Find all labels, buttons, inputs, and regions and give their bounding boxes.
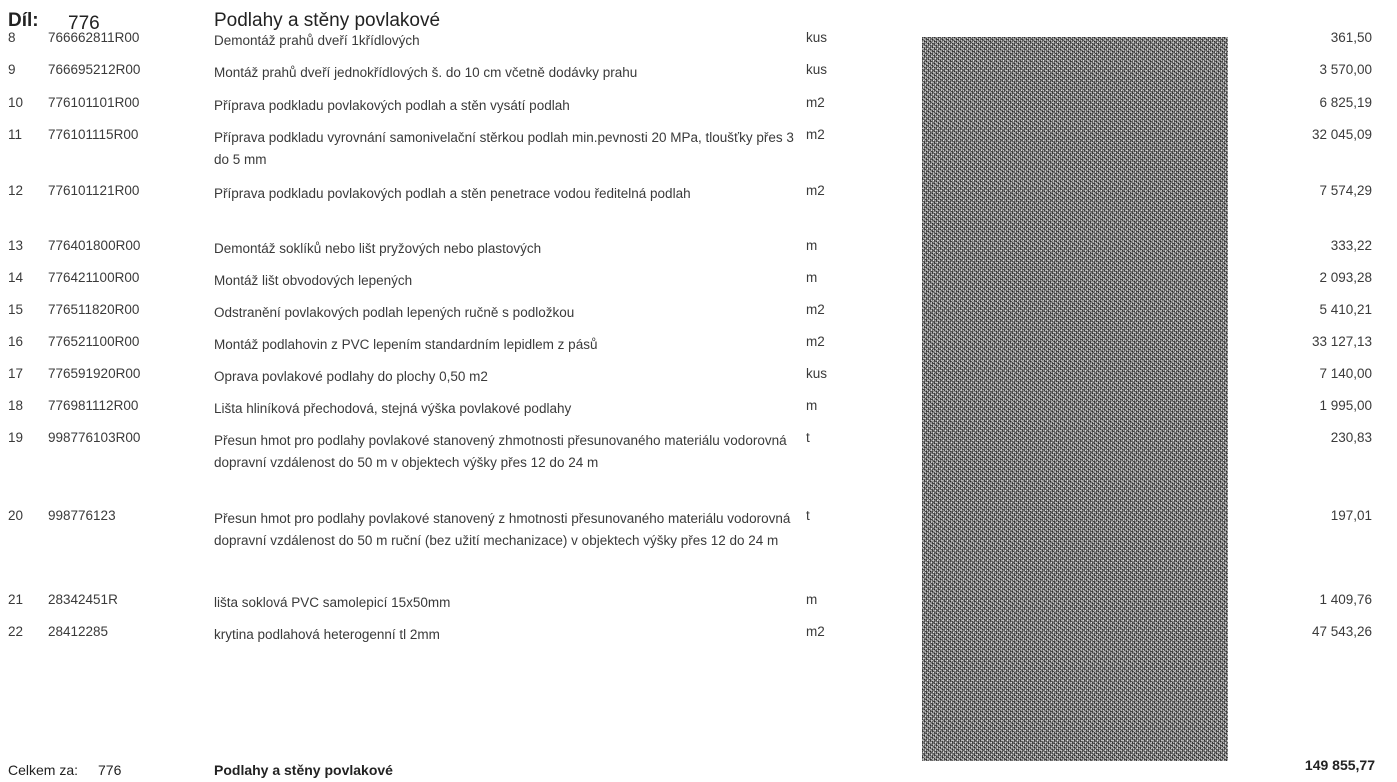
item-code: 776101101R00 xyxy=(48,95,140,110)
item-code: 28412285 xyxy=(48,624,109,639)
item-price: 230,83 xyxy=(1330,430,1372,445)
item-price: 1 995,00 xyxy=(1319,398,1372,413)
item-code: 766695212R00 xyxy=(48,62,141,77)
row-number: 18 xyxy=(8,398,24,413)
item-description: Lišta hliníková přechodová, stejná výška… xyxy=(214,401,572,416)
item-price: 361,50 xyxy=(1330,30,1372,45)
item-price: 7 574,29 xyxy=(1319,183,1372,198)
item-price: 32 045,09 xyxy=(1311,127,1372,142)
item-price: 33 127,13 xyxy=(1311,334,1372,349)
item-price: 1 409,76 xyxy=(1319,592,1372,607)
item-description: lišta soklová PVC samolepicí 15x50mm xyxy=(214,595,451,610)
item-price: 197,01 xyxy=(1330,508,1372,523)
item-code: 776511820R00 xyxy=(48,302,140,317)
item-code: 998776103R00 xyxy=(48,430,141,445)
item-price: 6 825,19 xyxy=(1319,95,1372,110)
item-unit: kus xyxy=(806,30,828,45)
item-description: Montáž lišt obvodových lepených xyxy=(214,273,413,288)
item-unit: kus xyxy=(806,366,828,381)
item-description: Příprava podkladu povlakových podlah a s… xyxy=(214,186,691,201)
item-code: 776421100R00 xyxy=(48,270,140,285)
row-number: 20 xyxy=(8,508,24,523)
item-description: Oprava povlakové podlahy do plochy 0,50 … xyxy=(214,369,488,384)
row-number: 21 xyxy=(8,592,24,607)
item-price: 3 570,00 xyxy=(1319,62,1372,77)
item-unit: kus xyxy=(806,62,828,77)
item-description: Přesun hmot pro podlahy povlakové stanov… xyxy=(214,511,791,548)
grand-total: 149 855,77 xyxy=(1304,757,1375,773)
total-section-code: 776 xyxy=(98,762,122,778)
item-description: Montáž prahů dveří jednokřídlových š. do… xyxy=(214,65,638,80)
item-unit: m2 xyxy=(806,95,825,110)
row-number: 10 xyxy=(8,95,24,110)
item-description: krytina podlahová heterogenní tl 2mm xyxy=(214,627,440,642)
row-number: 8 xyxy=(8,30,16,45)
total-label: Celkem za: xyxy=(8,762,79,778)
item-description: Příprava podkladu vyrovnání samonivelačn… xyxy=(214,130,794,167)
item-code: 776101115R00 xyxy=(48,127,139,142)
item-code: 776591920R00 xyxy=(48,366,141,381)
row-number: 22 xyxy=(8,624,24,639)
item-unit: m2 xyxy=(806,183,825,198)
item-code: 776521100R00 xyxy=(48,334,140,349)
item-unit: t xyxy=(806,430,810,445)
row-number: 15 xyxy=(8,302,24,317)
row-number: 12 xyxy=(8,183,24,198)
item-unit: m2 xyxy=(806,334,825,349)
item-unit: m2 xyxy=(806,127,825,142)
total-section-title: Podlahy a stěny povlakové xyxy=(214,762,393,778)
row-number: 19 xyxy=(8,430,24,445)
item-unit: m2 xyxy=(806,302,825,317)
item-code: 776981112R00 xyxy=(48,398,139,413)
item-price: 7 140,00 xyxy=(1319,366,1372,381)
item-price: 47 543,26 xyxy=(1311,624,1372,639)
redacted-noise-block xyxy=(922,37,1228,761)
item-price: 5 410,21 xyxy=(1319,302,1372,317)
row-number: 13 xyxy=(8,238,24,253)
item-unit: m2 xyxy=(806,624,825,639)
section-code: 776 xyxy=(68,13,100,34)
item-code: 766662811R00 xyxy=(48,30,140,45)
item-description: Demontáž prahů dveří 1křídlových xyxy=(214,33,420,48)
item-unit: m xyxy=(806,592,818,607)
item-price: 333,22 xyxy=(1330,238,1372,253)
section-title: Podlahy a stěny povlakové xyxy=(214,10,441,31)
item-unit: m xyxy=(806,270,818,285)
item-unit: m xyxy=(806,238,818,253)
row-number: 16 xyxy=(8,334,24,349)
item-code: 776401800R00 xyxy=(48,238,141,253)
row-number: 17 xyxy=(8,366,24,381)
item-unit: m xyxy=(806,398,818,413)
item-description: Demontáž soklíků nebo lišt pryžových neb… xyxy=(214,241,542,256)
item-description: Příprava podkladu povlakových podlah a s… xyxy=(214,98,570,113)
section-label: Díl: xyxy=(8,10,39,31)
row-number: 14 xyxy=(8,270,24,285)
item-code: 776101121R00 xyxy=(48,183,140,198)
item-unit: t xyxy=(806,508,810,523)
item-code: 998776123 xyxy=(48,508,116,523)
row-number: 11 xyxy=(8,127,23,142)
item-code: 28342451R xyxy=(48,592,118,607)
item-description: Montáž podlahovin z PVC lepením standard… xyxy=(214,337,598,352)
row-number: 9 xyxy=(8,62,16,77)
item-price: 2 093,28 xyxy=(1319,270,1372,285)
item-description: Odstranění povlakových podlah lepených r… xyxy=(214,305,575,320)
item-description: Přesun hmot pro podlahy povlakové stanov… xyxy=(214,433,787,470)
